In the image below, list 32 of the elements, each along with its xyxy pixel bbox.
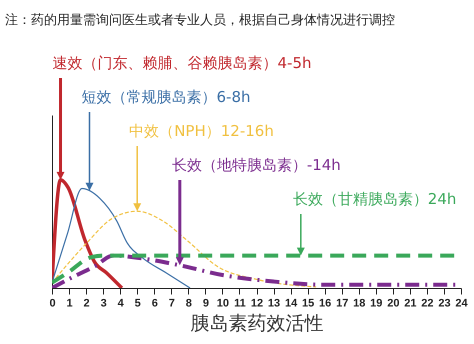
annotation: 长效（甘精胰岛素）24h — [292, 190, 456, 208]
x-tick-label: 24 — [455, 298, 468, 310]
x-tick-label: 23 — [438, 298, 451, 310]
x-tick-label: 12 — [250, 298, 264, 310]
x-tick-label: 10 — [216, 298, 230, 310]
x-tick-label: 17 — [336, 298, 348, 310]
x-axis-title: 胰岛素药效活性 — [190, 312, 324, 334]
x-tick-label: 19 — [370, 298, 382, 310]
x-tick-label: 15 — [302, 298, 314, 310]
x-tick-label: 18 — [353, 298, 366, 310]
x-tick-label: 9 — [202, 298, 209, 310]
x-tick-label: 6 — [152, 298, 158, 310]
x-tick-label: 13 — [268, 298, 280, 310]
x-tick-label: 8 — [186, 298, 192, 310]
x-tick-label: 11 — [234, 298, 246, 310]
x-tick-label: 3 — [100, 298, 107, 310]
x-tick-label: 16 — [319, 298, 332, 310]
x-tick-label: 0 — [49, 298, 56, 310]
chart-title: 注：药的用量需询问医生或者专业人员，根据自己身体情况进行调控 — [5, 13, 395, 28]
x-tick-label: 22 — [421, 298, 434, 310]
x-tick-label: 2 — [84, 298, 90, 310]
annotation: 中效（NPH）12-16h — [129, 122, 274, 140]
x-tick-label: 7 — [168, 298, 175, 310]
x-tick-label: 21 — [404, 298, 416, 310]
annotation: 速效（门东、赖脯、谷赖胰岛素）4-5h — [52, 54, 312, 72]
x-tick-label: 20 — [387, 298, 400, 310]
x-tick-label: 4 — [118, 298, 125, 310]
annotation: 长效（地特胰岛素）-14h — [172, 156, 341, 174]
x-tick-label: 14 — [284, 298, 298, 310]
annotation: 短效（常规胰岛素）6-8h — [81, 88, 251, 106]
x-tick-label: 1 — [66, 298, 73, 310]
x-tick-label: 5 — [134, 298, 141, 310]
